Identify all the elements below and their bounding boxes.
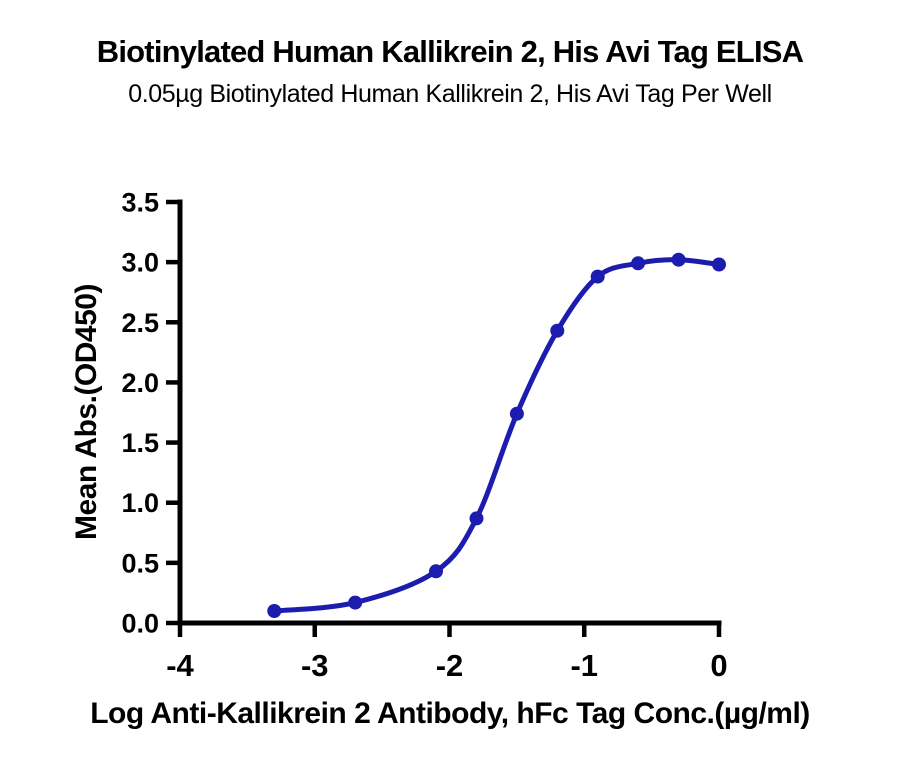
y-tick-label: 1.0 (121, 488, 159, 518)
y-tick-label: 2.5 (121, 308, 159, 338)
x-tick-label: -4 (166, 648, 194, 683)
data-point (469, 511, 484, 526)
data-curve (271, 257, 722, 614)
x-tick-label: 0 (710, 648, 727, 683)
x-tick-label: -3 (301, 648, 329, 683)
data-point (712, 257, 726, 272)
data-point (267, 604, 282, 618)
y-tick-label: 1.5 (121, 428, 159, 458)
data-point (671, 252, 686, 267)
chart-subtitle: 0.05µg Biotinylated Human Kallikrein 2, … (128, 80, 772, 108)
y-axis-title: Mean Abs.(OD450) (70, 284, 103, 540)
y-tick-label: 2.0 (121, 368, 159, 398)
data-point (590, 269, 605, 284)
y-tick-label: 0.5 (121, 548, 159, 578)
data-point (509, 406, 524, 421)
x-tick-label: -2 (436, 648, 464, 683)
data-point (348, 595, 363, 610)
data-point (429, 564, 443, 579)
y-tick-label: 3.5 (121, 188, 159, 218)
axis-ticks (166, 199, 722, 637)
y-tick-label: 3.0 (121, 248, 159, 278)
data-point (631, 256, 646, 271)
chart-title: Biotinylated Human Kallikrein 2, His Avi… (96, 34, 804, 69)
data-points (267, 252, 726, 618)
axis-tick-labels: -4 -3 -2 -1 0 0.0 0.5 1.0 1.5 2.0 2.5 3.0 3.5 (121, 188, 727, 684)
x-tick-label: -1 (570, 648, 598, 683)
y-tick-label: 0.0 (121, 609, 159, 639)
x-axis-title: Log Anti-Kallikrein 2 Antibody, hFc Tag … (90, 697, 810, 730)
data-point (550, 323, 565, 338)
fit-curve (271, 257, 722, 614)
